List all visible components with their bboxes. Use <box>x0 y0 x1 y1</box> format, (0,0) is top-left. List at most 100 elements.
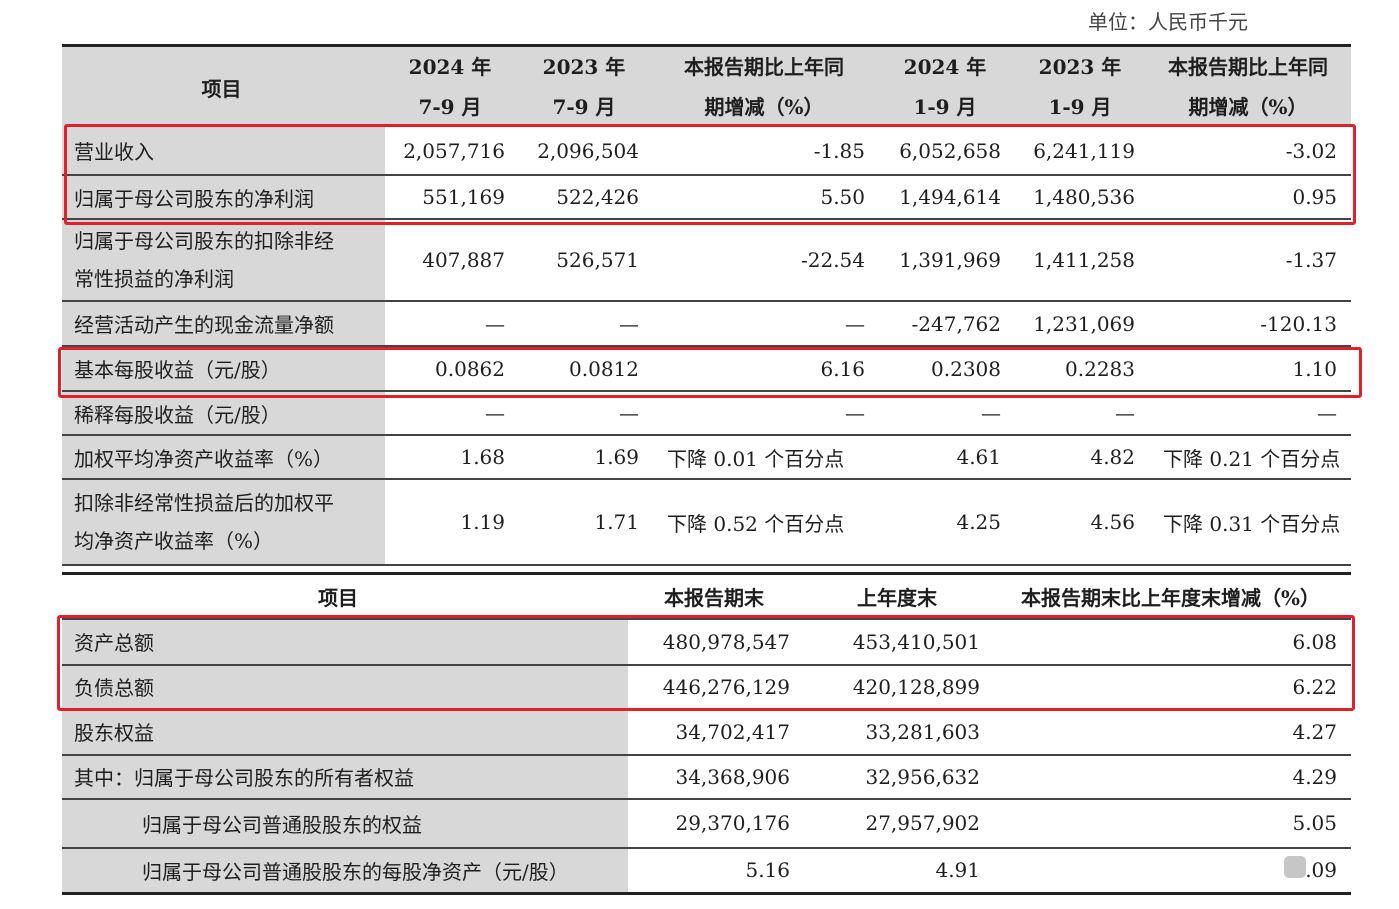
cell-value: — <box>653 301 879 347</box>
cell-value: -3.02 <box>1149 127 1351 176</box>
balance-table: 项目 本报告期末 上年度末 本报告期末比上年度末增减（%） 资产总额 480,97… <box>62 572 1351 895</box>
cell-value: 407,887 <box>385 219 519 302</box>
cell-value: 0.2308 <box>879 346 1015 392</box>
cell-value: 0.2283 <box>1015 346 1149 392</box>
cell-value: 453,410,501 <box>804 618 994 666</box>
table-row: 股东权益 34,702,417 33,281,603 4.27 <box>62 708 1351 756</box>
cell-value: 1,494,614 <box>879 175 1015 220</box>
table-row: 稀释每股收益（元/股） — — — — — — <box>62 391 1351 436</box>
cell-value: -120.13 <box>1149 301 1351 347</box>
cell-value: 0.0812 <box>519 346 653 392</box>
cell-value: 29,370,176 <box>628 798 804 849</box>
cell-value: 5.16 <box>628 847 804 895</box>
cell-value: 5.09 <box>994 847 1351 895</box>
cell-value: — <box>1015 391 1149 436</box>
cell-value: — <box>519 301 653 347</box>
cell-value: — <box>879 391 1015 436</box>
cell-value: 446,276,129 <box>628 664 804 710</box>
row-label: 归属于母公司股东的扣除非经 常性损益的净利润 <box>62 219 385 302</box>
cell-value: 4.82 <box>1015 435 1149 480</box>
header-ytd-2023: 2023 年 1-9 月 <box>1015 45 1149 127</box>
watermark <box>1284 852 1368 882</box>
row-label: 基本每股收益（元/股） <box>62 346 385 392</box>
row-label: 归属于母公司股东的净利润 <box>62 175 385 220</box>
cell-value: 4.56 <box>1015 479 1149 566</box>
cell-value: 5.05 <box>994 798 1351 849</box>
table-row: 归属于母公司普通股股东的权益 29,370,176 27,957,902 5.05 <box>62 798 1351 849</box>
cell-value: 4.29 <box>994 754 1351 800</box>
row-label: 稀释每股收益（元/股） <box>62 391 385 436</box>
cell-value: 1.10 <box>1149 346 1351 392</box>
table-row: 归属于母公司股东的扣除非经 常性损益的净利润 407,887 526,571 -22.5… <box>62 219 1351 302</box>
cell-value: 6.16 <box>653 346 879 392</box>
cell-value: 1.71 <box>519 479 653 566</box>
cell-value: 34,368,906 <box>628 754 804 800</box>
table-row: 归属于母公司股东的净利润 551,169 522,426 5.50 1,494,614 1… <box>62 175 1351 220</box>
row-label: 营业收入 <box>62 127 385 176</box>
cell-value: 33,281,603 <box>804 708 994 756</box>
row-label: 资产总额 <box>62 618 628 666</box>
cell-value: 4.25 <box>879 479 1015 566</box>
table-row: 基本每股收益（元/股） 0.0862 0.0812 6.16 0.2308 0.2283 1… <box>62 346 1351 392</box>
cell-value: 32,956,632 <box>804 754 994 800</box>
cell-value: 1,231,069 <box>1015 301 1149 347</box>
cell-value: 1,480,536 <box>1015 175 1149 220</box>
header-period-end: 本报告期末 <box>628 573 804 620</box>
cell-value: 4.61 <box>879 435 1015 480</box>
cell-value: 下降 0.52 个百分点 <box>653 479 879 566</box>
unit-label: 单位：人民币千元 <box>1088 10 1248 34</box>
cell-value: -1.85 <box>653 127 879 176</box>
cell-value: 5.50 <box>653 175 879 220</box>
cell-value: 6,241,119 <box>1015 127 1149 176</box>
cell-value: 6,052,658 <box>879 127 1015 176</box>
cell-value: -22.54 <box>653 219 879 302</box>
table-row: 加权平均净资产收益率（%） 1.68 1.69 下降 0.01 个百分点 4.61 4.8… <box>62 435 1351 480</box>
cell-value: — <box>385 391 519 436</box>
header-q3-change: 本报告期比上年同 期增减（%） <box>653 45 879 127</box>
cell-value: 1.68 <box>385 435 519 480</box>
cell-value: 480,978,547 <box>628 618 804 666</box>
header-ytd-2024: 2024 年 1-9 月 <box>879 45 1015 127</box>
cell-value: -247,762 <box>879 301 1015 347</box>
header-q3-2024: 2024 年 7-9 月 <box>385 45 519 127</box>
table-row: 营业收入 2,057,716 2,096,504 -1.85 6,052,658 6,24… <box>62 127 1351 176</box>
cell-value: 下降 0.01 个百分点 <box>653 435 879 480</box>
table-header-row: 项目 2024 年 7-9 月 2023 年 7-9 月 本报告期比上年同 期增减（%… <box>62 45 1351 127</box>
cell-value: 1,411,258 <box>1015 219 1149 302</box>
cell-value: 420,128,899 <box>804 664 994 710</box>
cell-value: — <box>1149 391 1351 436</box>
row-label: 经营活动产生的现金流量净额 <box>62 301 385 347</box>
table-row: 其中：归属于母公司股东的所有者权益 34,368,906 32,956,632 4.2… <box>62 754 1351 800</box>
cell-value: 0.95 <box>1149 175 1351 220</box>
row-label: 其中：归属于母公司股东的所有者权益 <box>62 754 628 800</box>
brand-logo-icon <box>1284 856 1306 878</box>
cell-value: 下降 0.31 个百分点 <box>1149 479 1351 566</box>
cell-value: — <box>519 391 653 436</box>
header-item: 项目 <box>62 45 385 127</box>
cell-value: 1,391,969 <box>879 219 1015 302</box>
cell-value: 1.69 <box>519 435 653 480</box>
header-change: 本报告期末比上年度末增减（%） <box>994 573 1351 620</box>
cell-value: 6.08 <box>994 618 1351 666</box>
income-table: 项目 2024 年 7-9 月 2023 年 7-9 月 本报告期比上年同 期增减（%… <box>62 44 1351 566</box>
header-prior-year-end: 上年度末 <box>804 573 994 620</box>
cell-value: — <box>653 391 879 436</box>
cell-value: 2,096,504 <box>519 127 653 176</box>
row-label: 加权平均净资产收益率（%） <box>62 435 385 480</box>
cell-value: 下降 0.21 个百分点 <box>1149 435 1351 480</box>
cell-value: -1.37 <box>1149 219 1351 302</box>
row-label: 股东权益 <box>62 708 628 756</box>
cell-value: 27,957,902 <box>804 798 994 849</box>
header-ytd-change: 本报告期比上年同 期增减（%） <box>1149 45 1351 127</box>
cell-value: 2,057,716 <box>385 127 519 176</box>
row-label: 归属于母公司普通股股东的每股净资产（元/股） <box>62 847 628 895</box>
row-label: 扣除非经常性损益后的加权平 均净资产收益率（%） <box>62 479 385 566</box>
cell-value: 0.0862 <box>385 346 519 392</box>
cell-value: 4.27 <box>994 708 1351 756</box>
cell-value: 34,702,417 <box>628 708 804 756</box>
header-item: 项目 <box>62 573 628 620</box>
row-label: 负债总额 <box>62 664 628 710</box>
table-row: 资产总额 480,978,547 453,410,501 6.08 <box>62 618 1351 666</box>
cell-value: — <box>385 301 519 347</box>
table-row: 负债总额 446,276,129 420,128,899 6.22 <box>62 664 1351 710</box>
